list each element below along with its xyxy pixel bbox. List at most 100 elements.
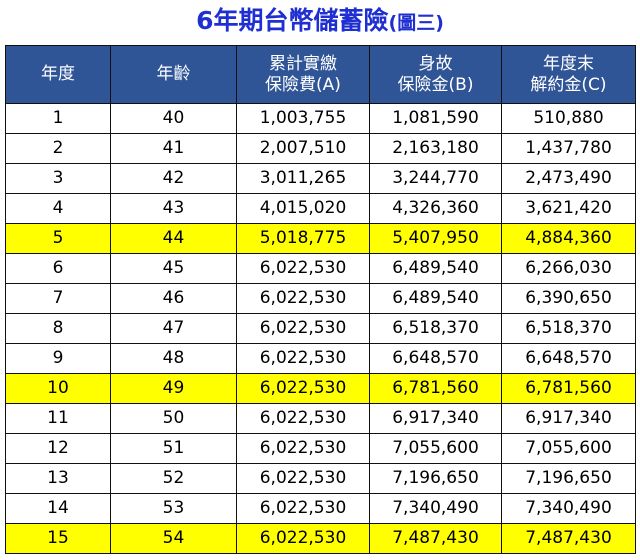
cell-age: 41: [110, 133, 237, 164]
table-row: 2 41 2,007,510 2,163,180 1,437,780: [5, 133, 636, 164]
cell-death-benefit: 6,648,570: [369, 343, 502, 374]
cell-surrender-value: 1,437,780: [501, 133, 636, 164]
table-row: 7 46 6,022,530 6,489,540 6,390,650: [5, 283, 636, 314]
cell-year: 8: [5, 313, 111, 344]
cell-age: 51: [110, 433, 237, 464]
cell-death-benefit: 5,407,950: [369, 223, 502, 254]
cell-death-benefit: 6,489,540: [369, 283, 502, 314]
cell-death-benefit: 1,081,590: [369, 103, 502, 134]
table-row: 4 43 4,015,020 4,326,360 3,621,420: [5, 193, 636, 224]
cell-year: 10: [5, 373, 111, 404]
cell-surrender-value: 510,880: [501, 103, 636, 134]
cell-surrender-value: 6,266,030: [501, 253, 636, 284]
cell-cumulative-premium: 6,022,530: [236, 283, 370, 314]
cell-cumulative-premium: 6,022,530: [236, 433, 370, 464]
cell-cumulative-premium: 6,022,530: [236, 493, 370, 524]
table-row: 9 48 6,022,530 6,648,570 6,648,570: [5, 343, 636, 374]
cell-cumulative-premium: 6,022,530: [236, 313, 370, 344]
cell-cumulative-premium: 6,022,530: [236, 253, 370, 284]
table-body: 1 40 1,003,755 1,081,590 510,880 2 41 2,007,510…: [5, 103, 636, 554]
cell-cumulative-premium: 4,015,020: [236, 193, 370, 224]
insurance-table: 年度 年齡 累計實繳 保險費(A) 身故 保險金(B) 年度末 解約金(C) 1 40 1…: [5, 45, 636, 554]
cell-year: 7: [5, 283, 111, 314]
cell-cumulative-premium: 6,022,530: [236, 343, 370, 374]
cell-death-benefit: 2,163,180: [369, 133, 502, 164]
cell-surrender-value: 3,621,420: [501, 193, 636, 224]
table-row: 11 50 6,022,530 6,917,340 6,917,340: [5, 403, 636, 434]
cell-age: 53: [110, 493, 237, 524]
title-main: 6年期台幣儲蓄險: [196, 6, 389, 35]
cell-age: 48: [110, 343, 237, 374]
cell-year: 12: [5, 433, 111, 464]
title-sub: (圖三): [388, 12, 444, 34]
cell-death-benefit: 7,055,600: [369, 433, 502, 464]
table-row: 1 40 1,003,755 1,081,590 510,880: [5, 103, 636, 134]
cell-death-benefit: 6,518,370: [369, 313, 502, 344]
cell-age: 52: [110, 463, 237, 494]
cell-surrender-value: 6,518,370: [501, 313, 636, 344]
table-header: 年度 年齡 累計實繳 保險費(A) 身故 保險金(B) 年度末 解約金(C): [5, 45, 636, 104]
cell-age: 47: [110, 313, 237, 344]
cell-year: 2: [5, 133, 111, 164]
cell-death-benefit: 6,489,540: [369, 253, 502, 284]
cell-death-benefit: 7,487,430: [369, 523, 502, 554]
cell-year: 13: [5, 463, 111, 494]
cell-cumulative-premium: 6,022,530: [236, 403, 370, 434]
cell-surrender-value: 7,055,600: [501, 433, 636, 464]
header-row: 年度 年齡 累計實繳 保險費(A) 身故 保險金(B) 年度末 解約金(C): [5, 45, 636, 104]
cell-age: 45: [110, 253, 237, 284]
cell-year: 5: [5, 223, 111, 254]
header-surrender-value: 年度末 解約金(C): [501, 45, 636, 104]
cell-year: 15: [5, 523, 111, 554]
table-row: 12 51 6,022,530 7,055,600 7,055,600: [5, 433, 636, 464]
cell-cumulative-premium: 1,003,755: [236, 103, 370, 134]
cell-age: 42: [110, 163, 237, 194]
cell-surrender-value: 7,487,430: [501, 523, 636, 554]
table-row: 14 53 6,022,530 7,340,490 7,340,490: [5, 493, 636, 524]
cell-age: 49: [110, 373, 237, 404]
cell-death-benefit: 6,781,560: [369, 373, 502, 404]
cell-year: 14: [5, 493, 111, 524]
page-title: 6年期台幣儲蓄險(圖三): [0, 0, 640, 44]
cell-surrender-value: 6,390,650: [501, 283, 636, 314]
cell-cumulative-premium: 6,022,530: [236, 523, 370, 554]
cell-age: 40: [110, 103, 237, 134]
cell-cumulative-premium: 3,011,265: [236, 163, 370, 194]
table-row: 10 49 6,022,530 6,781,560 6,781,560: [5, 373, 636, 404]
table-row: 15 54 6,022,530 7,487,430 7,487,430: [5, 523, 636, 554]
cell-year: 1: [5, 103, 111, 134]
cell-surrender-value: 4,884,360: [501, 223, 636, 254]
cell-age: 46: [110, 283, 237, 314]
cell-surrender-value: 2,473,490: [501, 163, 636, 194]
cell-death-benefit: 7,340,490: [369, 493, 502, 524]
cell-year: 6: [5, 253, 111, 284]
cell-year: 9: [5, 343, 111, 374]
cell-death-benefit: 6,917,340: [369, 403, 502, 434]
table-row: 8 47 6,022,530 6,518,370 6,518,370: [5, 313, 636, 344]
cell-cumulative-premium: 2,007,510: [236, 133, 370, 164]
cell-death-benefit: 4,326,360: [369, 193, 502, 224]
cell-age: 50: [110, 403, 237, 434]
cell-death-benefit: 3,244,770: [369, 163, 502, 194]
cell-cumulative-premium: 6,022,530: [236, 463, 370, 494]
cell-surrender-value: 7,196,650: [501, 463, 636, 494]
header-death-benefit: 身故 保險金(B): [369, 45, 502, 104]
cell-death-benefit: 7,196,650: [369, 463, 502, 494]
cell-surrender-value: 6,781,560: [501, 373, 636, 404]
cell-surrender-value: 6,648,570: [501, 343, 636, 374]
cell-year: 4: [5, 193, 111, 224]
header-age: 年齡: [110, 45, 237, 104]
table-row: 13 52 6,022,530 7,196,650 7,196,650: [5, 463, 636, 494]
header-year: 年度: [5, 45, 111, 104]
table-row: 5 44 5,018,775 5,407,950 4,884,360: [5, 223, 636, 254]
cell-year: 3: [5, 163, 111, 194]
cell-surrender-value: 7,340,490: [501, 493, 636, 524]
cell-cumulative-premium: 5,018,775: [236, 223, 370, 254]
table-row: 6 45 6,022,530 6,489,540 6,266,030: [5, 253, 636, 284]
table-row: 3 42 3,011,265 3,244,770 2,473,490: [5, 163, 636, 194]
header-cumulative-premium: 累計實繳 保險費(A): [236, 45, 370, 104]
cell-age: 54: [110, 523, 237, 554]
cell-year: 11: [5, 403, 111, 434]
cell-surrender-value: 6,917,340: [501, 403, 636, 434]
